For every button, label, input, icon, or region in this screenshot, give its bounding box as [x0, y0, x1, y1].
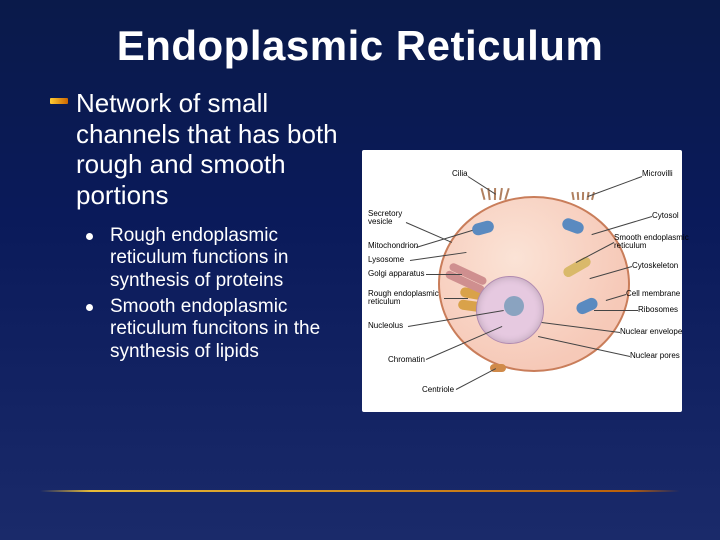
microvilli	[571, 192, 574, 200]
title-text: Endoplasmic Reticulum	[117, 22, 604, 69]
dot-bullet-icon	[86, 225, 110, 292]
main-bullet-text: Network of small channels that has both …	[76, 88, 350, 211]
diagram-label: Mitochondrion	[368, 242, 418, 250]
diagram-label: Ribosomes	[638, 306, 678, 314]
diagram-label: Microvilli	[642, 170, 673, 178]
slide-title: Endoplasmic Reticulum	[0, 0, 720, 78]
sub-bullet: Smooth endoplasmic reticulum funcitons i…	[86, 296, 350, 363]
dot-bullet-icon	[86, 296, 110, 363]
diagram-label: Cytoskeleton	[632, 262, 678, 270]
diagram-label: Chromatin	[388, 356, 425, 364]
diagram-label: Nuclear envelope	[620, 328, 682, 336]
microvilli	[577, 192, 580, 200]
diagram-label: Cell membrane	[626, 290, 680, 298]
sub-bullet: Rough endoplasmic reticulum functions in…	[86, 225, 350, 292]
diagram-label: Cilia	[452, 170, 468, 178]
sub-bullet-text: Rough endoplasmic reticulum functions in…	[110, 225, 350, 292]
microvilli	[582, 192, 584, 200]
sub-bullet-text: Smooth endoplasmic reticulum funcitons i…	[110, 296, 350, 363]
diagram-label: Lysosome	[368, 256, 404, 264]
footer-accent-line	[40, 490, 680, 492]
cell-diagram: Cilia Secretoryvesicle Mitochondrion Lysoso…	[362, 150, 682, 412]
cilia	[499, 188, 503, 200]
text-column: Network of small channels that has both …	[50, 88, 350, 367]
leader-line	[444, 298, 468, 299]
nucleolus	[504, 296, 524, 316]
diagram-label: Nuclear pores	[630, 352, 680, 360]
leader-line	[456, 368, 496, 390]
diagram-label: Cytosol	[652, 212, 679, 220]
diagram-label: Nucleolus	[368, 322, 403, 330]
leader-line	[406, 222, 452, 243]
leader-line	[426, 274, 462, 275]
diagram-label: Secretoryvesicle	[368, 210, 402, 226]
diagram-label: Smooth endoplasmicreticulum	[614, 234, 689, 250]
sub-bullet-list: Rough endoplasmic reticulum functions in…	[50, 225, 350, 363]
dash-bullet-icon	[50, 88, 76, 211]
diagram-label: Rough endoplasmicreticulum	[368, 290, 439, 306]
main-bullet: Network of small channels that has both …	[50, 88, 350, 211]
leader-line	[588, 176, 642, 197]
cilia	[480, 188, 485, 200]
diagram-label: Golgi apparatus	[368, 270, 424, 278]
leader-line	[594, 310, 638, 311]
diagram-label: Centriole	[422, 386, 454, 394]
